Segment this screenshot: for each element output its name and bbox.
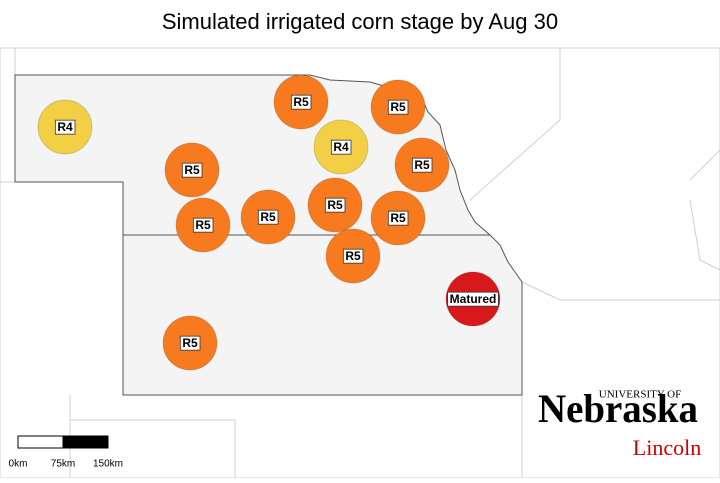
label-box (411, 157, 433, 173)
scale-label: 75km (51, 459, 75, 470)
marker-label: R5 (390, 100, 406, 114)
marker-label: R5 (195, 218, 211, 232)
marker-label: R4 (57, 120, 73, 134)
marker-label: R5 (414, 158, 430, 172)
label-box (387, 210, 409, 226)
marker-label: R4 (333, 140, 349, 154)
marker-label: R5 (327, 198, 343, 212)
scale-label: 150km (93, 459, 123, 470)
label-box (324, 197, 346, 213)
label-box (342, 248, 364, 264)
marker-label: R5 (390, 211, 406, 225)
scale-segment (17, 435, 64, 449)
marker-label: Matured (450, 292, 497, 306)
title: Simulated irrigated corn stage by Aug 30 (162, 9, 558, 34)
nebraska (14, 74, 492, 236)
marker-label: R5 (184, 163, 200, 177)
logo-top: UNIVERSITY OF (599, 389, 681, 401)
scale-bar: 0km 75km 150km (9, 435, 123, 470)
logo-campus: Lincoln (633, 435, 701, 460)
label-box (192, 217, 214, 233)
scale-label: 0km (9, 459, 28, 470)
label-box (257, 209, 279, 225)
marker-label: R5 (293, 95, 309, 109)
label-box (54, 119, 76, 135)
markers: R4 R5 R5 R4 R5 R5 R5 R5 R5 R5 R5 Matured R5 (37, 74, 501, 371)
kansas (122, 234, 523, 396)
label-box (290, 94, 312, 110)
label-box (179, 335, 201, 351)
label-box (387, 99, 409, 115)
marker-label: R5 (345, 249, 361, 263)
label-box (181, 162, 203, 178)
marker-label: R5 (182, 336, 198, 350)
marker-label: R5 (260, 210, 276, 224)
logo: UNIVERSITY OF Nebraska Lincoln (538, 386, 701, 460)
scale-segment (62, 435, 109, 449)
label-box (447, 291, 499, 307)
label-box (330, 139, 352, 155)
logo-name: Nebraska (538, 386, 698, 431)
